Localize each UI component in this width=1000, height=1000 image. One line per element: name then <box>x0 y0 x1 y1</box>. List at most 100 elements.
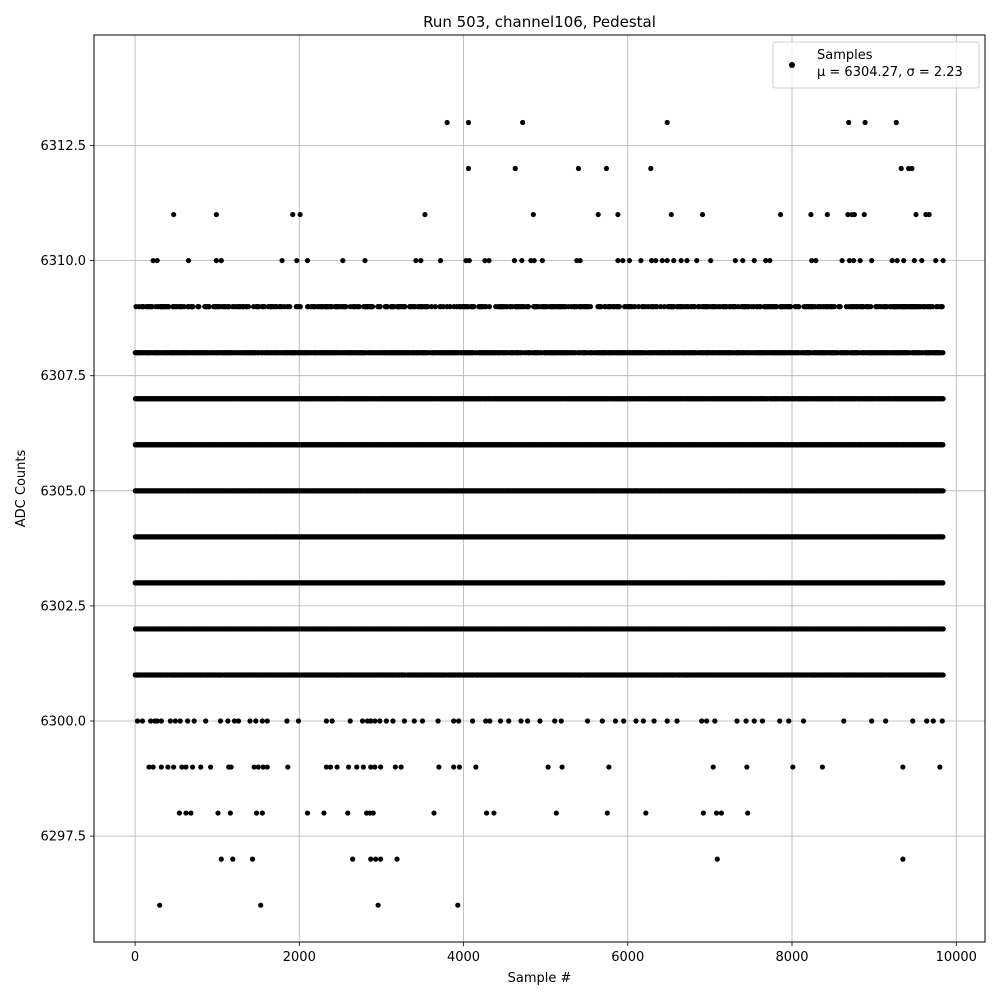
data-point <box>225 718 231 724</box>
data-point <box>530 211 536 218</box>
data-point <box>425 304 431 310</box>
data-point <box>402 304 408 310</box>
data-point <box>196 304 202 310</box>
data-point <box>603 165 610 172</box>
data-point <box>659 257 665 264</box>
data-point <box>712 718 718 724</box>
data-point <box>559 764 565 770</box>
data-point <box>869 257 875 264</box>
data-point <box>732 257 738 264</box>
data-point <box>287 304 293 310</box>
data-point <box>373 856 379 862</box>
data-point <box>466 257 472 264</box>
data-point <box>264 764 270 770</box>
data-point <box>411 718 417 724</box>
data-point <box>632 304 638 310</box>
data-point <box>213 211 219 218</box>
data-point <box>295 718 302 724</box>
data-point <box>259 810 265 816</box>
data-point <box>251 764 257 770</box>
data-point <box>334 764 340 770</box>
data-point <box>455 902 461 908</box>
data-point <box>901 257 907 264</box>
data-point <box>218 856 224 862</box>
data-point <box>191 718 197 724</box>
data-point <box>616 304 623 310</box>
data-point <box>777 211 784 218</box>
data-point <box>437 257 444 264</box>
data-point <box>167 718 173 724</box>
data-point <box>260 764 266 770</box>
data-point <box>158 718 164 724</box>
data-point <box>664 257 670 264</box>
data-point <box>218 257 224 264</box>
data-point <box>940 442 946 448</box>
data-point <box>483 718 489 724</box>
data-point <box>520 119 526 126</box>
data-point <box>718 810 724 816</box>
data-point <box>626 257 633 264</box>
data-point <box>788 304 794 310</box>
data-point <box>708 257 714 264</box>
data-point <box>824 211 830 218</box>
data-point <box>898 165 904 172</box>
data-point <box>599 718 605 724</box>
data-point <box>368 718 374 724</box>
data-point <box>640 718 646 724</box>
data-point <box>883 718 889 724</box>
data-point <box>290 211 296 218</box>
data-point <box>176 810 183 816</box>
data-point <box>743 718 749 724</box>
data-point <box>215 810 221 816</box>
data-point <box>704 718 710 724</box>
data-point <box>486 257 492 264</box>
data-point <box>841 718 847 724</box>
data-point <box>767 257 773 264</box>
data-point <box>482 257 488 264</box>
data-point <box>198 764 204 770</box>
data-point <box>323 764 329 770</box>
data-point <box>930 718 936 724</box>
data-point <box>552 718 558 724</box>
data-point <box>909 165 915 172</box>
data-point <box>710 764 716 770</box>
data-point <box>181 304 187 310</box>
data-point <box>620 257 626 264</box>
data-point <box>537 718 543 724</box>
scatter-points <box>132 119 946 908</box>
data-point <box>294 257 300 264</box>
data-point <box>786 718 792 724</box>
data-point <box>297 211 303 218</box>
data-point <box>354 764 360 770</box>
data-point <box>368 856 374 862</box>
data-point <box>384 304 390 310</box>
data-point <box>845 211 851 218</box>
data-point <box>166 304 172 310</box>
data-point <box>258 902 264 908</box>
data-point <box>595 211 601 218</box>
data-point <box>661 304 667 310</box>
data-point <box>577 257 583 264</box>
data-point <box>370 810 376 816</box>
data-point <box>740 257 746 264</box>
data-point <box>846 119 852 126</box>
data-point <box>377 856 384 862</box>
data-point <box>444 119 450 126</box>
data-point <box>321 810 327 816</box>
data-point <box>638 257 644 264</box>
data-point <box>657 304 664 310</box>
data-point <box>714 856 720 862</box>
data-point <box>154 257 160 264</box>
data-point <box>757 304 763 310</box>
data-point <box>894 257 900 264</box>
data-point <box>813 257 819 264</box>
data-point <box>633 718 639 724</box>
data-point <box>323 718 329 724</box>
data-point <box>664 718 670 724</box>
data-point <box>699 211 706 218</box>
data-point <box>360 764 366 770</box>
data-point <box>612 718 619 724</box>
data-point <box>469 718 476 724</box>
data-point <box>456 718 462 724</box>
